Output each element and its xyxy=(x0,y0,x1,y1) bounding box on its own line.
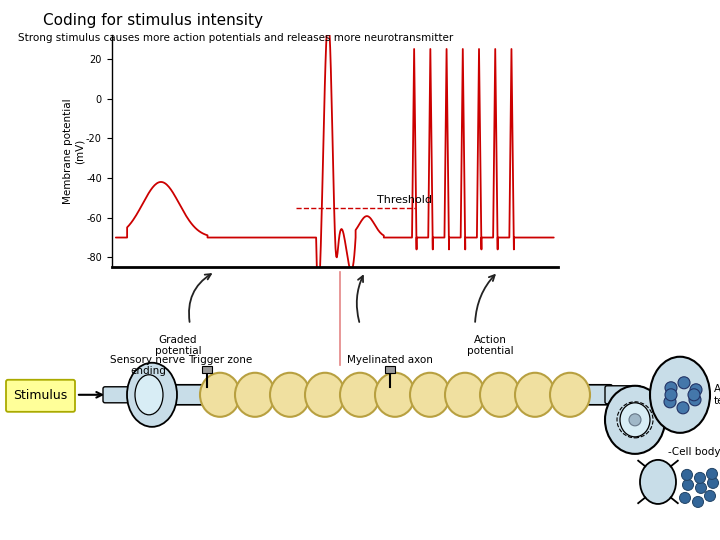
Ellipse shape xyxy=(445,373,485,417)
Ellipse shape xyxy=(682,469,693,481)
Text: Strong stimulus causes more action potentials and releases more neurotransmitter: Strong stimulus causes more action poten… xyxy=(18,33,454,44)
Ellipse shape xyxy=(650,357,710,433)
Bar xyxy=(385,366,395,373)
Ellipse shape xyxy=(340,373,380,417)
Ellipse shape xyxy=(629,414,641,426)
Ellipse shape xyxy=(706,468,718,480)
Ellipse shape xyxy=(305,373,345,417)
Ellipse shape xyxy=(665,382,677,394)
Text: Coding for stimulus intensity: Coding for stimulus intensity xyxy=(43,14,264,29)
Ellipse shape xyxy=(708,477,719,488)
Text: -Cell body: -Cell body xyxy=(668,447,720,457)
Ellipse shape xyxy=(689,394,701,406)
Ellipse shape xyxy=(480,373,520,417)
Ellipse shape xyxy=(127,363,177,427)
Text: Axon
termin: Axon termin xyxy=(714,384,720,406)
Y-axis label: Membrane potential
(mV): Membrane potential (mV) xyxy=(63,98,85,204)
Text: Trigger zone: Trigger zone xyxy=(188,355,252,365)
Text: Myelinated axon: Myelinated axon xyxy=(347,355,433,365)
Ellipse shape xyxy=(200,373,240,417)
Ellipse shape xyxy=(515,373,555,417)
Ellipse shape xyxy=(235,373,275,417)
Ellipse shape xyxy=(375,373,415,417)
Ellipse shape xyxy=(620,403,650,437)
Ellipse shape xyxy=(270,373,310,417)
Ellipse shape xyxy=(135,375,163,415)
Ellipse shape xyxy=(550,373,590,417)
FancyBboxPatch shape xyxy=(605,386,641,404)
Ellipse shape xyxy=(683,480,693,490)
Text: Threshold: Threshold xyxy=(377,195,432,205)
Bar xyxy=(202,366,212,373)
Ellipse shape xyxy=(695,472,706,483)
Ellipse shape xyxy=(678,377,690,389)
FancyBboxPatch shape xyxy=(172,385,613,405)
Ellipse shape xyxy=(664,396,676,408)
Ellipse shape xyxy=(704,490,716,502)
Ellipse shape xyxy=(680,492,690,503)
Ellipse shape xyxy=(693,496,703,508)
Text: Stimulus: Stimulus xyxy=(13,389,67,402)
Ellipse shape xyxy=(677,402,689,414)
Ellipse shape xyxy=(690,384,702,396)
Ellipse shape xyxy=(410,373,450,417)
Ellipse shape xyxy=(665,389,677,401)
Text: Sensory nerve
ending: Sensory nerve ending xyxy=(110,355,186,376)
Text: Graded
potential: Graded potential xyxy=(155,335,202,356)
Text: Action
potential: Action potential xyxy=(467,335,513,356)
Ellipse shape xyxy=(605,386,665,454)
Ellipse shape xyxy=(696,482,706,494)
Ellipse shape xyxy=(640,460,676,504)
FancyBboxPatch shape xyxy=(103,387,157,403)
Ellipse shape xyxy=(688,389,700,401)
FancyBboxPatch shape xyxy=(6,380,75,412)
